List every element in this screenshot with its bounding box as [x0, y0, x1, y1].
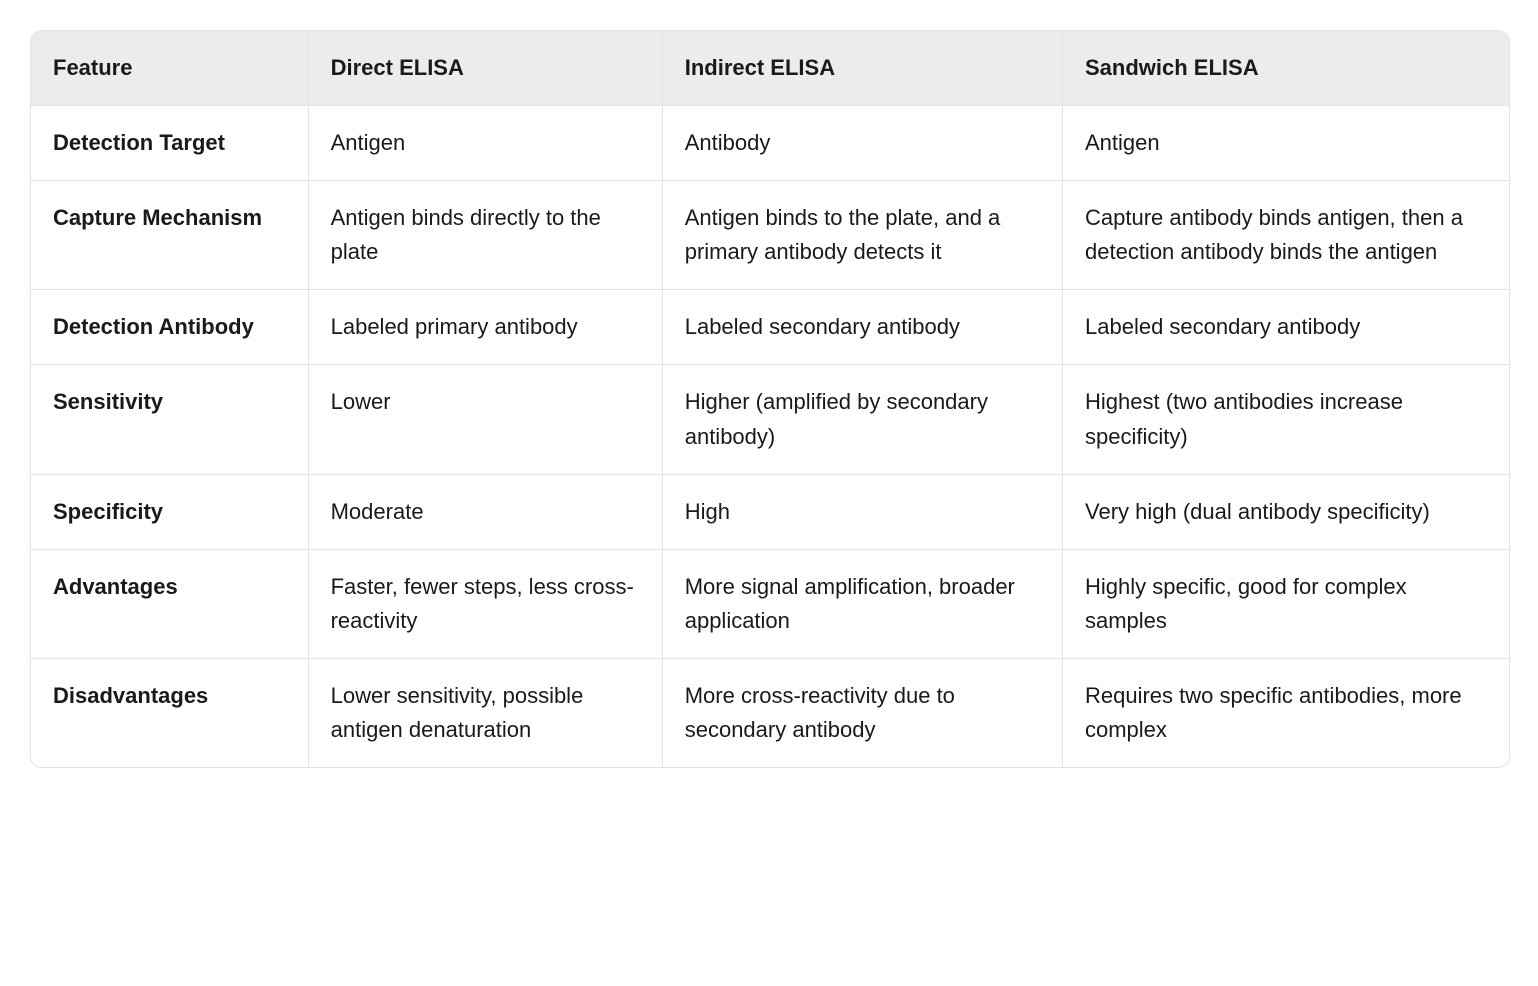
elisa-comparison-table: Feature Direct ELISA Indirect ELISA Sand… [31, 31, 1509, 767]
table-row: Detection Antibody Labeled primary antib… [31, 290, 1509, 365]
direct-cell: Moderate [308, 474, 662, 549]
sandwich-cell: Highest (two antibodies increase specifi… [1063, 365, 1510, 474]
sandwich-cell: Capture antibody binds antigen, then a d… [1063, 181, 1510, 290]
feature-cell: Advantages [31, 549, 308, 658]
feature-cell: Capture Mechanism [31, 181, 308, 290]
indirect-cell: Labeled secondary antibody [662, 290, 1062, 365]
feature-cell: Detection Target [31, 106, 308, 181]
table-row: Detection Target Antigen Antibody Antige… [31, 106, 1509, 181]
feature-cell: Detection Antibody [31, 290, 308, 365]
sandwich-cell: Requires two specific antibodies, more c… [1063, 658, 1510, 767]
col-header-sandwich: Sandwich ELISA [1063, 31, 1510, 106]
direct-cell: Antigen binds directly to the plate [308, 181, 662, 290]
table-row: Advantages Faster, fewer steps, less cro… [31, 549, 1509, 658]
direct-cell: Antigen [308, 106, 662, 181]
feature-cell: Specificity [31, 474, 308, 549]
table-row: Specificity Moderate High Very high (dua… [31, 474, 1509, 549]
sandwich-cell: Labeled secondary antibody [1063, 290, 1510, 365]
direct-cell: Faster, fewer steps, less cross-reactivi… [308, 549, 662, 658]
feature-cell: Disadvantages [31, 658, 308, 767]
table-row: Capture Mechanism Antigen binds directly… [31, 181, 1509, 290]
direct-cell: Labeled primary antibody [308, 290, 662, 365]
col-header-indirect: Indirect ELISA [662, 31, 1062, 106]
sandwich-cell: Antigen [1063, 106, 1510, 181]
indirect-cell: Antibody [662, 106, 1062, 181]
col-header-direct: Direct ELISA [308, 31, 662, 106]
indirect-cell: Antigen binds to the plate, and a primar… [662, 181, 1062, 290]
col-header-feature: Feature [31, 31, 308, 106]
elisa-comparison-table-container: Feature Direct ELISA Indirect ELISA Sand… [30, 30, 1510, 768]
indirect-cell: Higher (amplified by secondary antibody) [662, 365, 1062, 474]
indirect-cell: High [662, 474, 1062, 549]
feature-cell: Sensitivity [31, 365, 308, 474]
indirect-cell: More signal amplification, broader appli… [662, 549, 1062, 658]
table-header-row: Feature Direct ELISA Indirect ELISA Sand… [31, 31, 1509, 106]
table-row: Sensitivity Lower Higher (amplified by s… [31, 365, 1509, 474]
sandwich-cell: Very high (dual antibody specificity) [1063, 474, 1510, 549]
indirect-cell: More cross-reactivity due to secondary a… [662, 658, 1062, 767]
sandwich-cell: Highly specific, good for complex sample… [1063, 549, 1510, 658]
direct-cell: Lower sensitivity, possible antigen dena… [308, 658, 662, 767]
table-row: Disadvantages Lower sensitivity, possibl… [31, 658, 1509, 767]
direct-cell: Lower [308, 365, 662, 474]
